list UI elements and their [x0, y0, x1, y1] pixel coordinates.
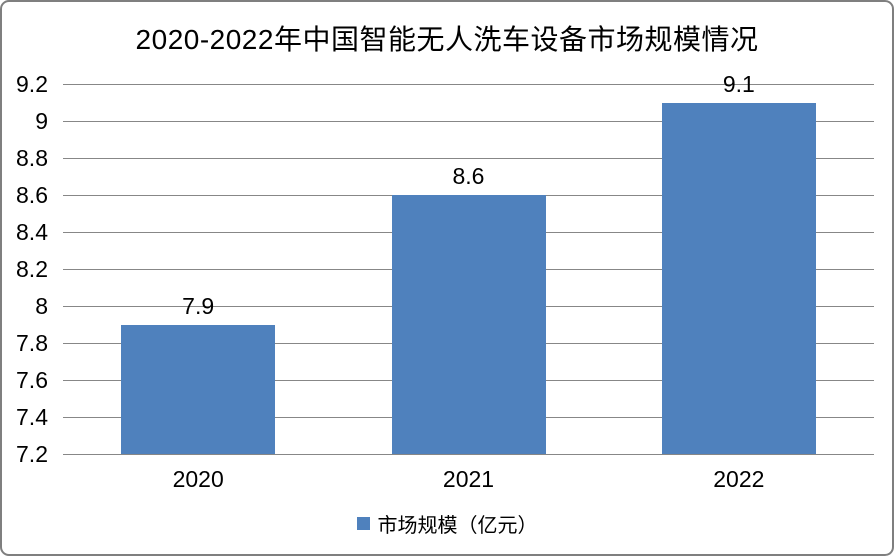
bar-value-label: 9.1	[722, 70, 755, 97]
gridline	[63, 120, 874, 122]
y-axis-tick-label: 7.6	[16, 367, 48, 393]
y-axis-tick-label: 7.2	[16, 441, 48, 467]
x-axis-tick-label: 2022	[713, 466, 765, 492]
bar-2021	[391, 195, 546, 454]
y-axis-tick-label: 7.4	[16, 404, 48, 430]
legend: 市场规模（亿元）	[2, 508, 892, 538]
x-axis-tick-label: 2020	[172, 466, 224, 492]
y-axis-tick-label: 7.8	[16, 330, 48, 356]
y-axis-tick-label: 8.2	[16, 256, 48, 282]
legend-label: 市场规模（亿元）	[377, 514, 538, 537]
y-axis-tick-label: 9.2	[16, 71, 48, 97]
gridline	[63, 157, 874, 159]
y-axis-tick-label: 8.8	[16, 145, 48, 171]
bar-2020	[121, 324, 276, 454]
y-axis-tick-label: 8	[35, 293, 48, 319]
y-axis-tick-label: 8.4	[16, 219, 48, 245]
gridline	[63, 453, 874, 455]
bar-value-label: 8.6	[452, 163, 485, 189]
x-axis-tick-label: 2021	[442, 466, 495, 492]
chart-title: 2020-2022年中国智能无人洗车设备市场规模情况	[135, 24, 759, 55]
legend-marker-icon	[356, 516, 370, 530]
y-axis-tick-label: 9	[35, 108, 48, 134]
bar-value-label: 7.9	[182, 292, 215, 319]
bar-2022	[661, 102, 816, 454]
y-axis-tick-label: 8.6	[16, 182, 48, 208]
gridline	[63, 83, 874, 85]
